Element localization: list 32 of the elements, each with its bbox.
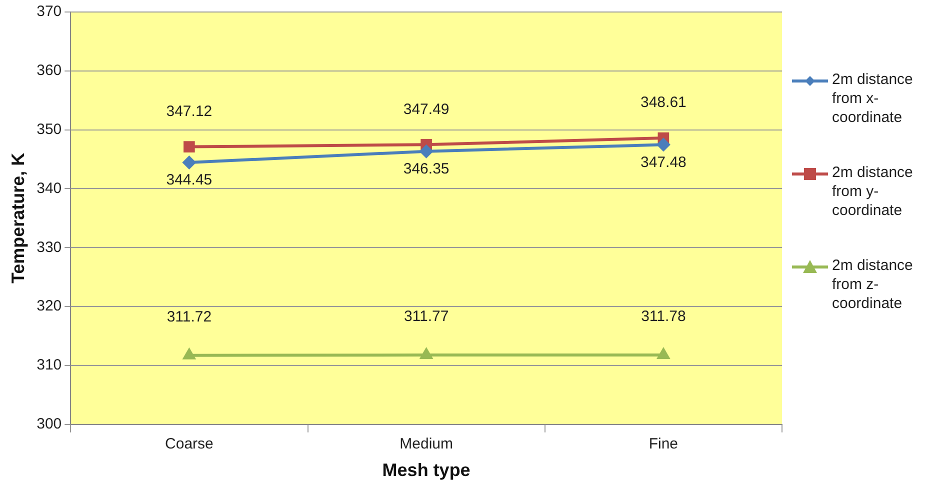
y-tick-label: 310: [36, 356, 62, 374]
data-label: 311.77: [404, 308, 449, 326]
point: [182, 347, 196, 360]
y-tick-label: 330: [36, 238, 62, 256]
data-label: 346.35: [403, 160, 450, 178]
y-tick-label: 360: [36, 62, 62, 80]
data-label: 347.49: [403, 100, 450, 118]
point: [656, 138, 670, 152]
y-tick-label: 340: [36, 180, 62, 197]
y-tick-label: 370: [36, 3, 62, 20]
x-axis-title: Mesh type: [382, 460, 470, 480]
legend-label: 2m distance from x-coordinate: [832, 70, 914, 127]
legend-label: 2m distance from y-coordinate: [832, 163, 914, 220]
y-axis-title: Temperature, K: [8, 152, 28, 284]
point: [182, 156, 196, 170]
x-tick-label: Coarse: [165, 436, 214, 453]
y-tick-label: 350: [36, 120, 62, 138]
data-label: 311.78: [641, 308, 686, 326]
data-label: 347.12: [166, 102, 212, 120]
legend-label: 2m distance from z-coordinate: [832, 256, 914, 313]
y-tick-label: 320: [36, 298, 62, 315]
x-tick-label: Fine: [648, 436, 678, 453]
data-label: 348.61: [640, 94, 686, 112]
point: [419, 144, 434, 158]
point: [656, 347, 670, 359]
point: [184, 141, 195, 152]
y-tick-label: 300: [36, 416, 62, 433]
point: [419, 347, 434, 360]
data-label: 347.48: [640, 154, 686, 171]
data-label: 344.45: [166, 172, 212, 189]
x-tick-label: Medium: [400, 436, 453, 453]
data-label: 311.72: [166, 308, 212, 326]
